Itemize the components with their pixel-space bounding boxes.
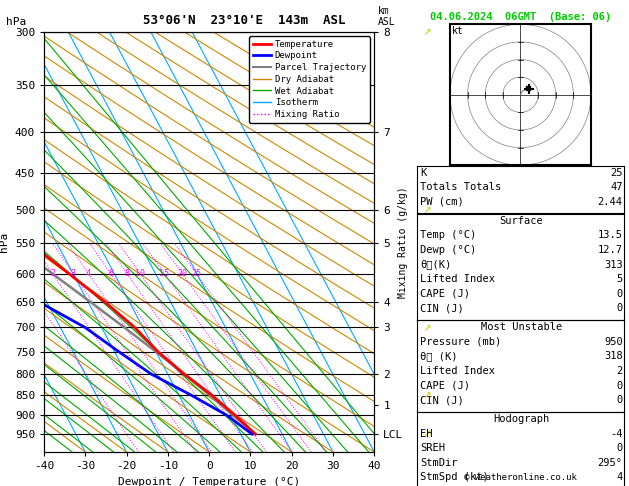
Text: StmSpd (kt): StmSpd (kt)	[420, 472, 489, 483]
Text: 3: 3	[70, 269, 75, 278]
Text: Totals Totals: Totals Totals	[420, 182, 501, 192]
Text: StmDir: StmDir	[420, 458, 458, 468]
Text: 0: 0	[616, 443, 623, 453]
Text: hPa: hPa	[6, 17, 26, 27]
Text: 47: 47	[610, 182, 623, 192]
Text: kt: kt	[452, 26, 464, 36]
Text: ↗: ↗	[424, 321, 431, 334]
Text: 53°06'N  23°10'E  143m  ASL: 53°06'N 23°10'E 143m ASL	[143, 14, 345, 27]
Text: 5: 5	[616, 274, 623, 284]
Text: 0: 0	[616, 303, 623, 313]
Text: CIN (J): CIN (J)	[420, 395, 464, 405]
Text: 13.5: 13.5	[598, 230, 623, 241]
Text: 950: 950	[604, 337, 623, 347]
Text: ↗: ↗	[424, 25, 431, 38]
Text: © weatheronline.co.uk: © weatheronline.co.uk	[464, 473, 577, 482]
Text: 10: 10	[135, 269, 145, 278]
Text: Temp (°C): Temp (°C)	[420, 230, 476, 241]
Text: PW (cm): PW (cm)	[420, 197, 464, 207]
Text: 6: 6	[108, 269, 113, 278]
Text: 2.44: 2.44	[598, 197, 623, 207]
Text: CIN (J): CIN (J)	[420, 303, 464, 313]
Text: 0: 0	[616, 289, 623, 299]
Text: EH: EH	[420, 429, 433, 439]
Text: -4: -4	[610, 429, 623, 439]
Text: 2: 2	[616, 366, 623, 376]
Text: Lifted Index: Lifted Index	[420, 366, 495, 376]
Text: 25: 25	[191, 269, 201, 278]
Text: 25: 25	[610, 168, 623, 178]
Text: 4: 4	[616, 472, 623, 483]
X-axis label: Dewpoint / Temperature (°C): Dewpoint / Temperature (°C)	[118, 477, 300, 486]
Text: ↗: ↗	[424, 428, 431, 441]
Text: 12.7: 12.7	[598, 245, 623, 255]
Text: 0: 0	[616, 381, 623, 391]
Legend: Temperature, Dewpoint, Parcel Trajectory, Dry Adiabat, Wet Adiabat, Isotherm, Mi: Temperature, Dewpoint, Parcel Trajectory…	[250, 36, 370, 122]
Text: km
ASL: km ASL	[377, 6, 395, 27]
Text: 04.06.2024  06GMT  (Base: 06): 04.06.2024 06GMT (Base: 06)	[430, 12, 611, 22]
Text: 8: 8	[125, 269, 130, 278]
Text: ↗: ↗	[424, 389, 431, 402]
Text: θᴇ(K): θᴇ(K)	[420, 260, 452, 270]
Text: 4: 4	[86, 269, 91, 278]
Text: 20: 20	[177, 269, 187, 278]
Y-axis label: hPa: hPa	[0, 232, 9, 252]
Text: 295°: 295°	[598, 458, 623, 468]
Text: θᴇ (K): θᴇ (K)	[420, 351, 458, 362]
Text: Pressure (mb): Pressure (mb)	[420, 337, 501, 347]
Text: 313: 313	[604, 260, 623, 270]
Text: Lifted Index: Lifted Index	[420, 274, 495, 284]
Text: SREH: SREH	[420, 443, 445, 453]
Text: 15: 15	[159, 269, 169, 278]
Text: 318: 318	[604, 351, 623, 362]
Text: Dewp (°C): Dewp (°C)	[420, 245, 476, 255]
Text: Hodograph: Hodograph	[493, 414, 550, 424]
Text: Surface: Surface	[499, 216, 543, 226]
Text: Mixing Ratio (g/kg): Mixing Ratio (g/kg)	[398, 186, 408, 297]
Text: Most Unstable: Most Unstable	[481, 322, 562, 332]
Text: K: K	[420, 168, 426, 178]
Text: ↗: ↗	[424, 204, 431, 216]
Text: 2: 2	[50, 269, 55, 278]
Text: CAPE (J): CAPE (J)	[420, 381, 470, 391]
Text: CAPE (J): CAPE (J)	[420, 289, 470, 299]
Text: 0: 0	[616, 395, 623, 405]
